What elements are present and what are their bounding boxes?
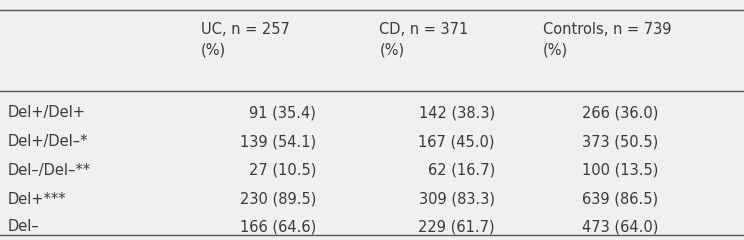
Text: CD, n = 371
(%): CD, n = 371 (%) bbox=[379, 22, 469, 58]
Text: Del–: Del– bbox=[7, 219, 39, 234]
Text: 229 (61.7): 229 (61.7) bbox=[418, 219, 495, 234]
Text: 62 (16.7): 62 (16.7) bbox=[428, 163, 495, 178]
Text: 167 (45.0): 167 (45.0) bbox=[418, 134, 495, 149]
Text: 139 (54.1): 139 (54.1) bbox=[240, 134, 316, 149]
Text: 230 (89.5): 230 (89.5) bbox=[240, 192, 316, 207]
Text: 473 (64.0): 473 (64.0) bbox=[582, 219, 658, 234]
Text: 91 (35.4): 91 (35.4) bbox=[249, 105, 316, 120]
Text: UC, n = 257
(%): UC, n = 257 (%) bbox=[201, 22, 289, 58]
Text: 100 (13.5): 100 (13.5) bbox=[582, 163, 658, 178]
Text: 166 (64.6): 166 (64.6) bbox=[240, 219, 316, 234]
Text: 373 (50.5): 373 (50.5) bbox=[583, 134, 658, 149]
Text: Del–/Del–**: Del–/Del–** bbox=[7, 163, 91, 178]
Text: 27 (10.5): 27 (10.5) bbox=[248, 163, 316, 178]
Text: 309 (83.3): 309 (83.3) bbox=[419, 192, 495, 207]
Text: 266 (36.0): 266 (36.0) bbox=[582, 105, 658, 120]
Text: Del+/Del+: Del+/Del+ bbox=[7, 105, 86, 120]
Text: 142 (38.3): 142 (38.3) bbox=[419, 105, 495, 120]
Text: Controls, n = 739
(%): Controls, n = 739 (%) bbox=[543, 22, 672, 58]
Text: Del+***: Del+*** bbox=[7, 192, 66, 207]
Text: Del+/Del–*: Del+/Del–* bbox=[7, 134, 88, 149]
Text: 639 (86.5): 639 (86.5) bbox=[583, 192, 658, 207]
